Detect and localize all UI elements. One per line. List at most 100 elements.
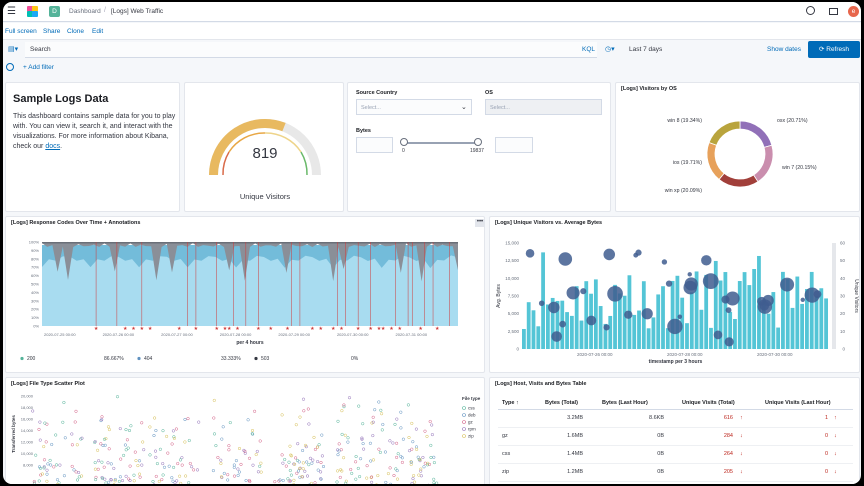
scatter-point: [383, 450, 387, 454]
y-left-tick-label: 15,000: [505, 241, 519, 246]
scatter-point: [412, 474, 416, 478]
clone-link[interactable]: Clone: [67, 28, 84, 35]
scatter-point: [344, 479, 348, 483]
scatter-point: [167, 464, 171, 468]
breadcrumb-dashboard[interactable]: Dashboard: [69, 8, 101, 15]
scatter-point: [127, 428, 132, 433]
scatter-point: [250, 428, 255, 433]
user-avatar[interactable]: e: [848, 6, 859, 17]
arrow-down-icon: ↓: [834, 433, 837, 439]
bar: [541, 252, 545, 349]
cell-bytes-total: 1.6MB: [567, 433, 583, 439]
column-header[interactable]: Bytes (Total): [545, 400, 578, 406]
column-header[interactable]: Type ↑: [502, 400, 519, 406]
annotation-marker: ★: [235, 326, 240, 332]
scatter-point: [127, 477, 131, 481]
scatter-point: [100, 460, 104, 464]
add-filter-link[interactable]: + Add filter: [23, 64, 54, 71]
mail-icon[interactable]: [829, 8, 838, 15]
y-right-tick-label: 40: [840, 276, 846, 281]
bubble: [551, 331, 562, 342]
scatter-point: [63, 436, 67, 440]
scatter-point: [128, 464, 132, 468]
bar: [632, 314, 637, 349]
annotation-marker: ★: [356, 326, 361, 332]
kibana-logo[interactable]: [27, 6, 38, 17]
scatter-point: [195, 468, 200, 472]
scatter-point: [259, 461, 263, 465]
os-select[interactable]: Select...: [485, 99, 602, 115]
bar: [752, 269, 757, 349]
bar: [598, 306, 603, 349]
scatter-point: [419, 467, 423, 471]
kql-button[interactable]: KQL: [582, 46, 596, 53]
y-tick-label: 50%: [31, 282, 39, 287]
filter-icon[interactable]: [6, 63, 14, 71]
column-header[interactable]: Unique Visits (Total): [682, 400, 735, 406]
bar: [603, 323, 608, 349]
scatter-point: [315, 445, 320, 449]
bar: [805, 289, 809, 349]
scatter-point: [236, 467, 240, 471]
bar: [574, 286, 579, 349]
scatter-point: [180, 456, 184, 460]
bar: [718, 280, 723, 349]
scatter-point: [133, 450, 137, 454]
bytes-max-input[interactable]: [495, 137, 533, 153]
annotation-marker: ★: [94, 326, 99, 332]
bytes-slider-max-handle[interactable]: [474, 138, 482, 146]
x-tick-label: 2020-07-31 00:00: [396, 332, 428, 337]
show-dates-link[interactable]: Show dates: [767, 46, 801, 53]
column-header[interactable]: Unique Visits (Last Hour): [765, 400, 831, 406]
scatter-point: [62, 400, 66, 405]
bubble: [724, 337, 734, 347]
scatter-point: [319, 477, 323, 481]
search-input[interactable]: Search: [25, 42, 597, 58]
series-404-area: [42, 245, 458, 269]
refresh-button[interactable]: ⟳ Refresh: [808, 41, 860, 58]
bytes-slider-track[interactable]: [404, 142, 478, 144]
bytes-slider-min-handle[interactable]: [400, 138, 408, 146]
scatter-point: [381, 422, 385, 427]
source-country-select[interactable]: Select... ⌄: [356, 99, 472, 115]
scatter-point: [395, 455, 399, 459]
legend-label: 200: [27, 356, 36, 362]
legend-dot: [137, 356, 141, 361]
scatter-point: [154, 428, 158, 433]
scatter-point: [74, 409, 78, 413]
menu-icon[interactable]: ☰: [7, 6, 16, 17]
arrow-down-icon: ↓: [740, 433, 743, 439]
date-picker-icon[interactable]: ◷▾: [605, 46, 615, 53]
bytes-min-input[interactable]: [356, 137, 393, 153]
share-link[interactable]: Share: [43, 28, 61, 35]
scatter-point: [369, 459, 373, 463]
response-codes-title: [Logs] Response Codes Over Time + Annota…: [11, 220, 141, 226]
y-right-tick-label: 20: [840, 311, 846, 316]
bar: [723, 272, 728, 349]
scatter-point: [112, 483, 116, 484]
y-left-tick-label: 5,000: [508, 311, 520, 316]
bar: [685, 323, 689, 349]
y-tick-label: 10%: [31, 315, 39, 320]
scatter-point: [138, 475, 142, 479]
scatter-point: [148, 453, 152, 457]
x-tick-label: 2020-07-26 00:00: [577, 352, 613, 357]
scatter-point: [288, 479, 292, 483]
annotation-marker: ★: [389, 326, 394, 332]
scatter-point: [119, 457, 123, 461]
column-header[interactable]: Bytes (Last Hour): [602, 400, 648, 406]
saved-query-icon[interactable]: ▤▾: [8, 46, 19, 53]
panel-options-icon[interactable]: •••: [475, 219, 485, 227]
cell-visits-hour: 0: [824, 451, 828, 457]
docs-link[interactable]: docs: [45, 143, 61, 150]
help-icon[interactable]: [806, 6, 815, 15]
scatter-point: [288, 468, 292, 473]
y-tick-label: 10,000: [21, 451, 34, 456]
scatter-point: [340, 409, 344, 413]
bar: [536, 326, 541, 349]
bar: [550, 297, 555, 349]
space-avatar[interactable]: D: [49, 6, 60, 17]
time-range[interactable]: Last 7 days: [629, 46, 663, 53]
full-screen-link[interactable]: Full screen: [5, 28, 37, 35]
edit-link[interactable]: Edit: [92, 28, 104, 35]
